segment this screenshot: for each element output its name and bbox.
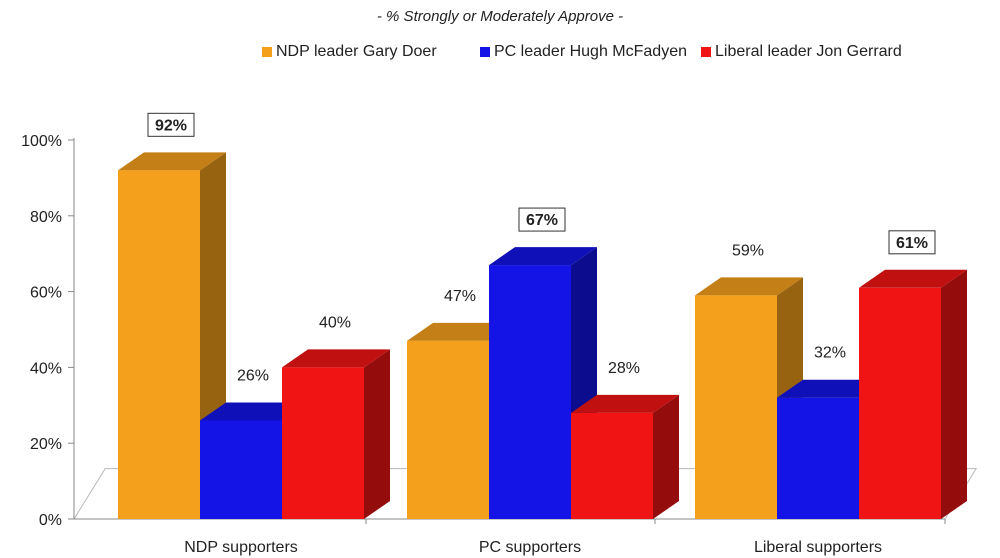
legend-label: Liberal leader Jon Gerrard	[715, 43, 902, 60]
bar	[407, 340, 489, 519]
y-tick-label: 40%	[30, 360, 62, 377]
value-label-box	[147, 112, 195, 137]
y-tick-label: 20%	[30, 436, 62, 453]
legend-item-gary-doer: NDP leader Gary Doer	[262, 43, 437, 61]
y-tick-label: 60%	[30, 285, 62, 302]
bar-top	[200, 402, 308, 421]
bar-top	[489, 247, 597, 266]
legend-item-hugh-mcfadyen: PC leader Hugh McFadyen	[480, 43, 687, 61]
bar-side	[364, 349, 390, 519]
value-label: 92%	[155, 117, 187, 134]
legend-swatch-red	[701, 47, 711, 57]
bar	[282, 367, 364, 519]
bar-top	[571, 394, 679, 413]
bar	[200, 420, 282, 519]
y-tick-label: 0%	[39, 512, 62, 529]
bar-top	[118, 152, 226, 171]
bar	[571, 412, 653, 519]
bar	[777, 397, 859, 519]
bar-top	[407, 322, 515, 341]
bar-top	[282, 349, 390, 368]
value-label: 47%	[444, 288, 476, 305]
value-label: 32%	[814, 345, 846, 362]
legend-swatch-blue	[480, 47, 490, 57]
bar	[489, 265, 571, 519]
value-label: 67%	[526, 212, 558, 229]
bar	[118, 170, 200, 519]
bar-side	[941, 269, 967, 519]
y-tick-label: 100%	[21, 133, 62, 150]
value-label-box	[518, 207, 566, 232]
legend-label: PC leader Hugh McFadyen	[494, 43, 687, 60]
legend-swatch-orange	[262, 47, 272, 57]
value-label: 61%	[896, 235, 928, 252]
bar-top	[695, 277, 803, 296]
bar-top	[777, 379, 885, 398]
x-tick-label: PC supporters	[479, 539, 581, 556]
y-tick-label: 80%	[30, 209, 62, 226]
value-label: 28%	[608, 360, 640, 377]
legend-item-jon-gerrard: Liberal leader Jon Gerrard	[701, 43, 902, 61]
x-tick-label: NDP supporters	[184, 539, 298, 556]
legend-label: NDP leader Gary Doer	[276, 43, 437, 60]
value-label: 59%	[732, 242, 764, 259]
value-label-box	[888, 230, 936, 255]
x-tick-label: Liberal supporters	[754, 539, 882, 556]
value-label: 26%	[237, 367, 269, 384]
bar	[695, 295, 777, 519]
bar-side	[653, 394, 679, 519]
chart-subtitle: - % Strongly or Moderately Approve -	[376, 8, 624, 25]
bar	[859, 287, 941, 519]
bar-top	[859, 269, 967, 288]
value-label: 40%	[319, 314, 351, 331]
